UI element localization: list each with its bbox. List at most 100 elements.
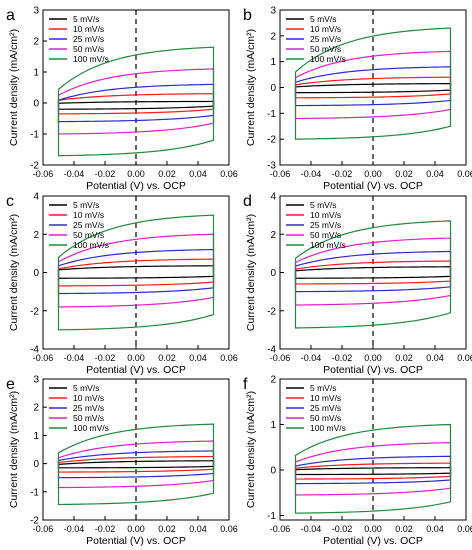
x-axis-label: Potential (V) vs. OCP — [86, 535, 186, 547]
y-tick-label: 0 — [33, 268, 39, 279]
x-axis-label: Potential (V) vs. OCP — [86, 180, 186, 192]
x-tick-label: 0.00 — [127, 169, 145, 179]
y-tick-label: 2 — [270, 230, 276, 241]
x-tick-label: 0.04 — [189, 169, 207, 179]
cv-loop — [57, 214, 215, 331]
y-tick-label: 4 — [270, 192, 276, 203]
y-axis-label: Current density (mA/cm²) — [245, 214, 257, 331]
legend-entry: 100 mV/s — [73, 423, 109, 433]
legend-entry: 10 mV/s — [310, 393, 341, 403]
panel-label: e — [6, 376, 15, 393]
x-tick-label: 0.00 — [127, 524, 145, 534]
cv-loop — [57, 46, 215, 157]
x-tick-label: -0.02 — [332, 169, 353, 179]
x-tick-label: -0.06 — [33, 353, 54, 363]
x-tick-label: 0.04 — [189, 524, 207, 534]
y-tick-label: -1 — [267, 511, 276, 522]
legend-entry: 5 mV/s — [73, 200, 99, 210]
y-axis-label: Current density (mA/cm²) — [245, 29, 257, 146]
y-tick-label: -2 — [30, 161, 39, 172]
x-tick-label: 0.02 — [158, 524, 176, 534]
y-tick-label: 1 — [33, 431, 39, 442]
x-axis-label: Potential (V) vs. OCP — [86, 364, 186, 376]
x-tick-label: 0.06 — [220, 169, 238, 179]
x-tick-label: 0.02 — [395, 169, 413, 179]
x-tick-label: 0.04 — [189, 353, 207, 363]
legend-entry: 50 mV/s — [73, 44, 104, 54]
legend-entry: 10 mV/s — [73, 24, 104, 34]
x-tick-label: 0.06 — [457, 353, 472, 363]
x-tick-label: -0.04 — [301, 524, 322, 534]
x-tick-label: -0.02 — [95, 524, 116, 534]
legend-entry: 5 mV/s — [73, 14, 99, 24]
legend-entry: 10 mV/s — [310, 24, 341, 34]
x-tick-label: 0.02 — [395, 524, 413, 534]
legend-entry: 25 mV/s — [310, 34, 341, 44]
y-tick-label: -2 — [30, 516, 39, 527]
legend-entry: 50 mV/s — [310, 230, 341, 240]
legend-entry: 10 mV/s — [310, 210, 341, 220]
y-tick-label: -3 — [267, 161, 276, 172]
y-tick-label: -1 — [30, 130, 39, 141]
cv-panel-d: d -0.06 -0.04 -0.02 0.00 0.02 0.04 0.06 -4 -2 0 2 4 P… — [243, 192, 472, 377]
legend-entry: 50 mV/s — [310, 413, 341, 423]
legend-entry: 100 mV/s — [310, 54, 346, 64]
cv-loop — [57, 423, 215, 506]
legend-entry: 100 mV/s — [310, 240, 346, 250]
y-tick-label: 4 — [33, 192, 39, 203]
x-axis-label: Potential (V) vs. OCP — [323, 364, 423, 376]
legend-entry: 25 mV/s — [73, 220, 104, 230]
y-tick-label: -1 — [30, 487, 39, 498]
cv-loop — [294, 27, 452, 140]
legend-entry: 5 mV/s — [310, 200, 336, 210]
x-tick-label: 0.06 — [457, 524, 472, 534]
y-tick-label: 3 — [33, 375, 39, 386]
y-tick-label: -1 — [267, 109, 276, 120]
x-tick-label: 0.02 — [158, 169, 176, 179]
x-tick-label: -0.04 — [64, 169, 85, 179]
legend-entry: 100 mV/s — [73, 240, 109, 250]
x-tick-label: 0.00 — [364, 353, 382, 363]
y-tick-label: 0 — [33, 99, 39, 110]
cv-loop — [294, 220, 452, 329]
legend-entry: 50 mV/s — [310, 44, 341, 54]
legend-entry: 25 mV/s — [73, 34, 104, 44]
y-tick-label: 2 — [33, 37, 39, 48]
x-tick-label: 0.02 — [395, 353, 413, 363]
x-tick-label: -0.04 — [64, 353, 85, 363]
panel-label: d — [243, 193, 252, 210]
y-tick-label: 1 — [33, 68, 39, 79]
cv-panel-b: b -0.06 -0.04 -0.02 0.00 0.02 0.04 0.06 -3 -2 -1 0 1… — [243, 6, 472, 193]
panel-label: a — [6, 7, 15, 24]
x-tick-label: -0.02 — [332, 524, 353, 534]
x-tick-label: -0.02 — [95, 353, 116, 363]
legend-entry: 10 mV/s — [73, 393, 104, 403]
x-tick-label: 0.06 — [220, 353, 238, 363]
cv-panel-f: f -0.06 -0.04 -0.02 0.00 0.02 0.04 0.06 -1 0 1 2 Pot… — [243, 375, 472, 548]
y-axis-label: Current density (mA/cm²) — [8, 29, 20, 146]
x-tick-label: -0.02 — [332, 353, 353, 363]
x-tick-label: 0.00 — [364, 524, 382, 534]
legend-entry: 50 mV/s — [73, 230, 104, 240]
x-tick-label: -0.06 — [33, 169, 54, 179]
legend-entry: 50 mV/s — [73, 413, 104, 423]
y-tick-label: 0 — [33, 459, 39, 470]
x-tick-label: 0.00 — [127, 353, 145, 363]
cv-loop — [294, 423, 452, 514]
x-tick-label: -0.06 — [270, 524, 291, 534]
y-tick-label: 3 — [33, 6, 39, 17]
legend-entry: 25 mV/s — [310, 220, 341, 230]
y-tick-label: 0 — [270, 465, 276, 476]
y-axis-label: Current density (mA/cm²) — [245, 391, 257, 508]
x-tick-label: -0.06 — [270, 169, 291, 179]
panel-label: f — [243, 376, 248, 393]
y-tick-label: -2 — [267, 135, 276, 146]
x-tick-label: 0.06 — [220, 524, 238, 534]
y-tick-label: 1 — [270, 57, 276, 68]
y-tick-label: 2 — [33, 230, 39, 241]
cv-panel-e: e -0.06 -0.04 -0.02 0.00 0.02 0.04 0.06 -2 -1 0 1 2 3… — [6, 375, 238, 548]
y-tick-label: -2 — [30, 306, 39, 317]
x-tick-label: -0.04 — [64, 524, 85, 534]
x-tick-label: -0.04 — [301, 353, 322, 363]
